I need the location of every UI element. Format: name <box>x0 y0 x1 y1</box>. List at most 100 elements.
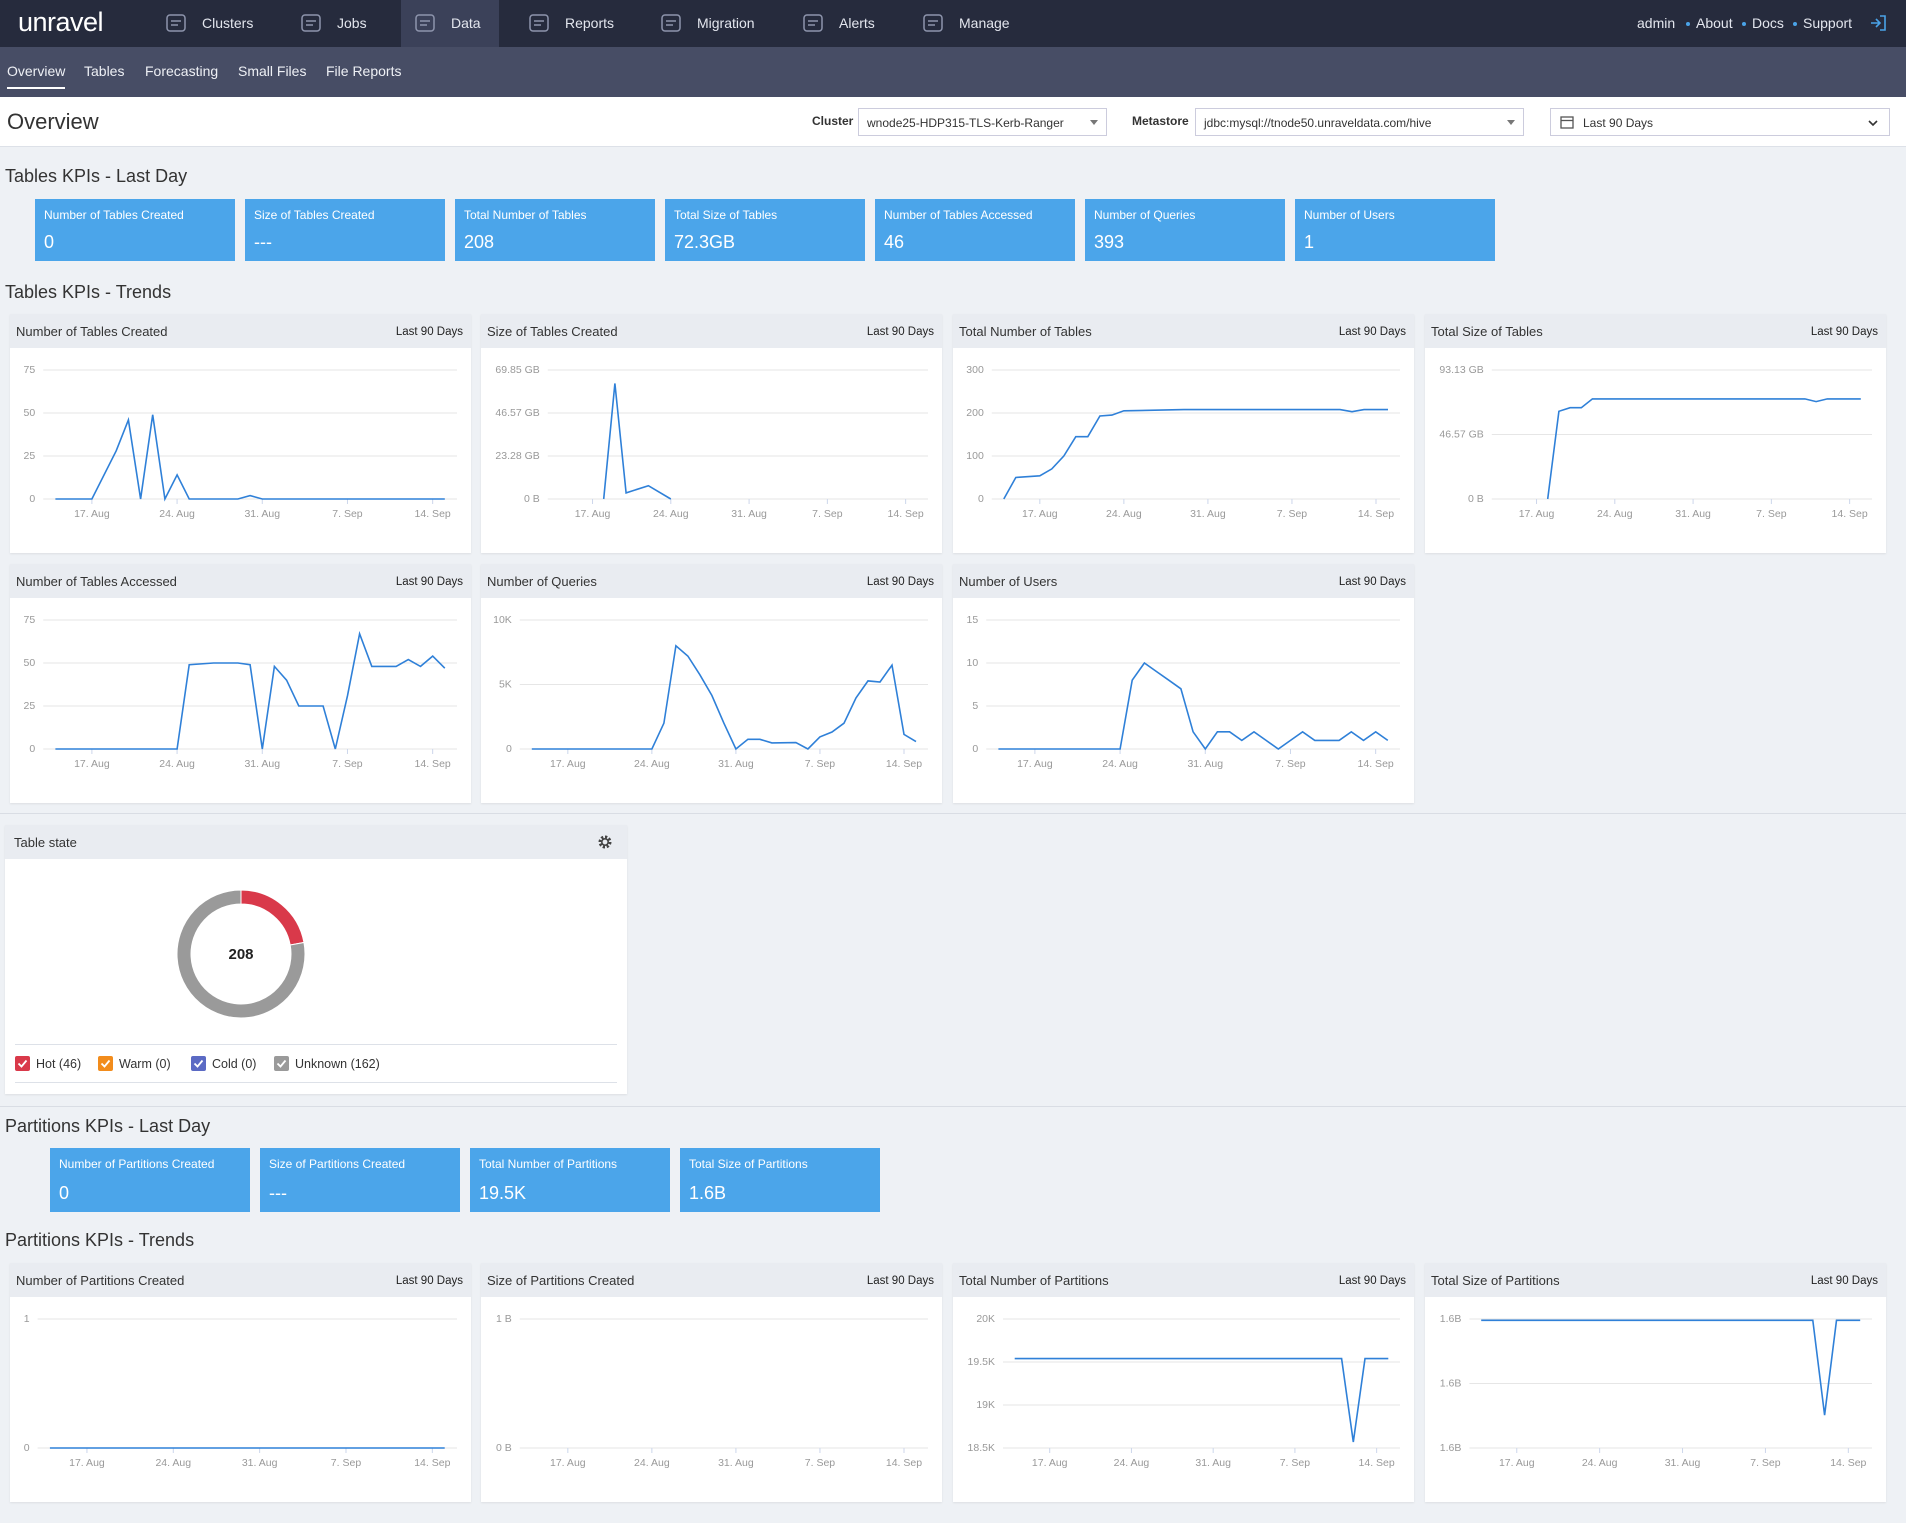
x-tick-label: 17. Aug <box>69 1457 105 1469</box>
chart-period: Last 90 Days <box>395 576 463 588</box>
icon-shape <box>1868 120 1878 127</box>
x-tick-label: 24. Aug <box>159 508 195 520</box>
x-tick-label: 7. Sep <box>1280 1457 1311 1469</box>
sub-nav-tab[interactable]: Forecasting <box>145 63 219 79</box>
sub-nav-tab[interactable]: File Reports <box>326 63 402 79</box>
kpi-value: 19.5K <box>479 1183 527 1203</box>
donut-segment <box>176 889 306 1019</box>
x-tick-label: 14. Sep <box>1358 508 1394 520</box>
sub-nav-tab[interactable]: Small Files <box>238 63 307 79</box>
kpi-card: Number of Users 1 <box>1295 199 1495 261</box>
series-line <box>998 661 1389 751</box>
section-title: Tables KPIs - Trends <box>5 282 172 302</box>
x-tick-label: 7. Sep <box>331 1457 362 1469</box>
x-tick-label: 7. Sep <box>1275 758 1306 770</box>
x-tick-label: 14. Sep <box>415 758 451 770</box>
chart-title: Number of Tables Created <box>16 324 168 339</box>
x-tick-label: 17. Aug <box>1022 508 1058 520</box>
y-tick-label: 0 B <box>1468 493 1484 505</box>
icon-shape <box>598 835 612 849</box>
chart-title: Total Size of Tables <box>1431 324 1543 339</box>
x-tick-label: 14. Sep <box>1830 1457 1866 1469</box>
select-caret <box>1090 120 1098 125</box>
sub-nav-tab[interactable]: Tables <box>84 63 125 79</box>
y-tick-label: 1 B <box>496 1313 512 1325</box>
chart-title: Number of Partitions Created <box>16 1273 185 1288</box>
chart-plot: 0 25 50 75 17. Aug 24. Aug 31. Aug 7. Sep 14. Se… <box>24 364 457 520</box>
icon <box>803 14 823 32</box>
page-title: Overview <box>7 109 99 134</box>
nav-item[interactable]: Jobs <box>337 15 367 31</box>
date-range-select[interactable]: Last 90 Days <box>1550 108 1890 136</box>
chart-panel: Number of Tables Accessed Last 90 Days 0 25… <box>10 564 471 803</box>
y-tick-label: 75 <box>24 364 36 376</box>
x-tick-label: 17. Aug <box>1017 758 1053 770</box>
nav-link[interactable]: Docs <box>1752 15 1784 31</box>
x-tick-label: 31. Aug <box>242 1457 278 1469</box>
nav-item[interactable]: Clusters <box>202 15 254 31</box>
x-tick-label: 31. Aug <box>731 508 767 520</box>
icon-shape <box>803 14 823 32</box>
calendar-icon <box>1560 116 1574 129</box>
chart-title: Total Number of Tables <box>959 324 1092 339</box>
x-tick-label: 24. Aug <box>159 758 195 770</box>
x-tick-label: 31. Aug <box>718 758 754 770</box>
nav-link[interactable]: About <box>1696 15 1733 31</box>
chart-title: Number of Queries <box>487 574 597 589</box>
kpi-card: Total Size of Partitions 1.6B <box>680 1148 880 1212</box>
x-tick-label: 17. Aug <box>1499 1457 1535 1469</box>
chart-plot: 0 1 17. Aug 24. Aug 31. Aug 7. Sep 14. Sep <box>24 1313 457 1469</box>
y-tick-label: 23.28 GB <box>495 450 539 462</box>
x-tick-label: 31. Aug <box>1675 508 1711 520</box>
icon-shape <box>166 14 186 32</box>
series-line <box>1481 1319 1861 1416</box>
kpi-card: Size of Partitions Created --- <box>260 1148 460 1212</box>
section-divider <box>0 1106 1906 1107</box>
x-tick-label: 24. Aug <box>634 758 670 770</box>
kpi-label: Number of Queries <box>1094 208 1196 222</box>
legend-divider <box>15 1082 617 1083</box>
y-tick-label: 200 <box>966 407 984 419</box>
sub-nav-tab[interactable]: Overview <box>7 63 66 89</box>
chart-panel: Number of Users Last 90 Days 0 5 10 15 17. Aug… <box>953 564 1414 803</box>
select-value: Last 90 Days <box>1583 116 1654 130</box>
nav-link[interactable]: Support <box>1803 15 1853 31</box>
icon-shape <box>923 14 943 32</box>
nav-item[interactable]: Manage <box>959 15 1010 31</box>
icon-shape <box>661 14 681 32</box>
chart-plot: 0 100 200 300 17. Aug 24. Aug 31. Aug 7. Sep 14.… <box>966 364 1400 520</box>
nav-link[interactable]: admin <box>1637 15 1676 31</box>
x-tick-label: 31. Aug <box>244 758 280 770</box>
chart-header: Total Size of Partitions Last 90 Days <box>1425 1263 1886 1297</box>
sub-nav: Overview Tables Forecasting Small Files File… <box>0 47 1906 97</box>
legend-checkbox <box>98 1056 113 1071</box>
cluster-select[interactable]: wnode25-HDP315-TLS-Kerb-Ranger <box>858 108 1107 136</box>
nav-item[interactable]: Reports <box>565 15 615 31</box>
kpi-value: 0 <box>44 232 55 252</box>
chart-period: Last 90 Days <box>866 1275 934 1287</box>
y-tick-label: 1.6B <box>1440 1313 1462 1325</box>
logout-icon[interactable] <box>1868 13 1888 33</box>
y-tick-label: 46.57 GB <box>495 407 539 419</box>
y-tick-label: 50 <box>24 407 36 419</box>
chart-panel: Number of Tables Created Last 90 Days 0 25 5… <box>10 314 471 553</box>
x-tick-label: 24. Aug <box>1114 1457 1150 1469</box>
nav-item[interactable]: Migration <box>697 15 755 31</box>
chart-panel: Size of Partitions Created Last 90 Days 0 … <box>481 1263 942 1502</box>
settings-icon[interactable] <box>597 834 613 850</box>
chart-title: Size of Partitions Created <box>487 1273 635 1288</box>
kpi-value: 72.3GB <box>674 232 736 252</box>
legend-checkbox <box>191 1056 206 1071</box>
kpi-value: 46 <box>884 232 905 252</box>
nav-item[interactable]: Alerts <box>839 15 875 31</box>
icon-shape <box>529 14 549 32</box>
kpi-card: Total Number of Partitions 19.5K <box>470 1148 670 1212</box>
legend-swatch <box>274 1056 289 1071</box>
y-tick-label: 19.5K <box>968 1356 995 1368</box>
kpi-card: Size of Tables Created --- <box>245 199 445 261</box>
chart-plot: 0 5 10 15 17. Aug 24. Aug 31. Aug 7. Sep 14. Sep <box>967 614 1400 770</box>
chart-period: Last 90 Days <box>1338 1275 1406 1287</box>
metastore-select[interactable]: jdbc:mysql://tnode50.unraveldata.com/hiv… <box>1195 108 1524 136</box>
nav-item[interactable]: Data <box>451 15 481 31</box>
